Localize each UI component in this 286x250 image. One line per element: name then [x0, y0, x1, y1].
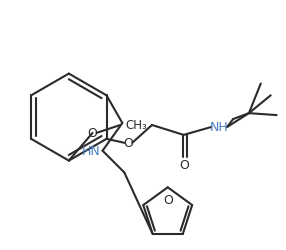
Text: O: O	[88, 127, 98, 140]
Text: O: O	[163, 193, 173, 206]
Text: O: O	[123, 137, 133, 150]
Text: HN: HN	[81, 145, 100, 158]
Text: O: O	[180, 158, 190, 171]
Text: CH₃: CH₃	[125, 119, 147, 132]
Text: NH: NH	[210, 121, 229, 134]
